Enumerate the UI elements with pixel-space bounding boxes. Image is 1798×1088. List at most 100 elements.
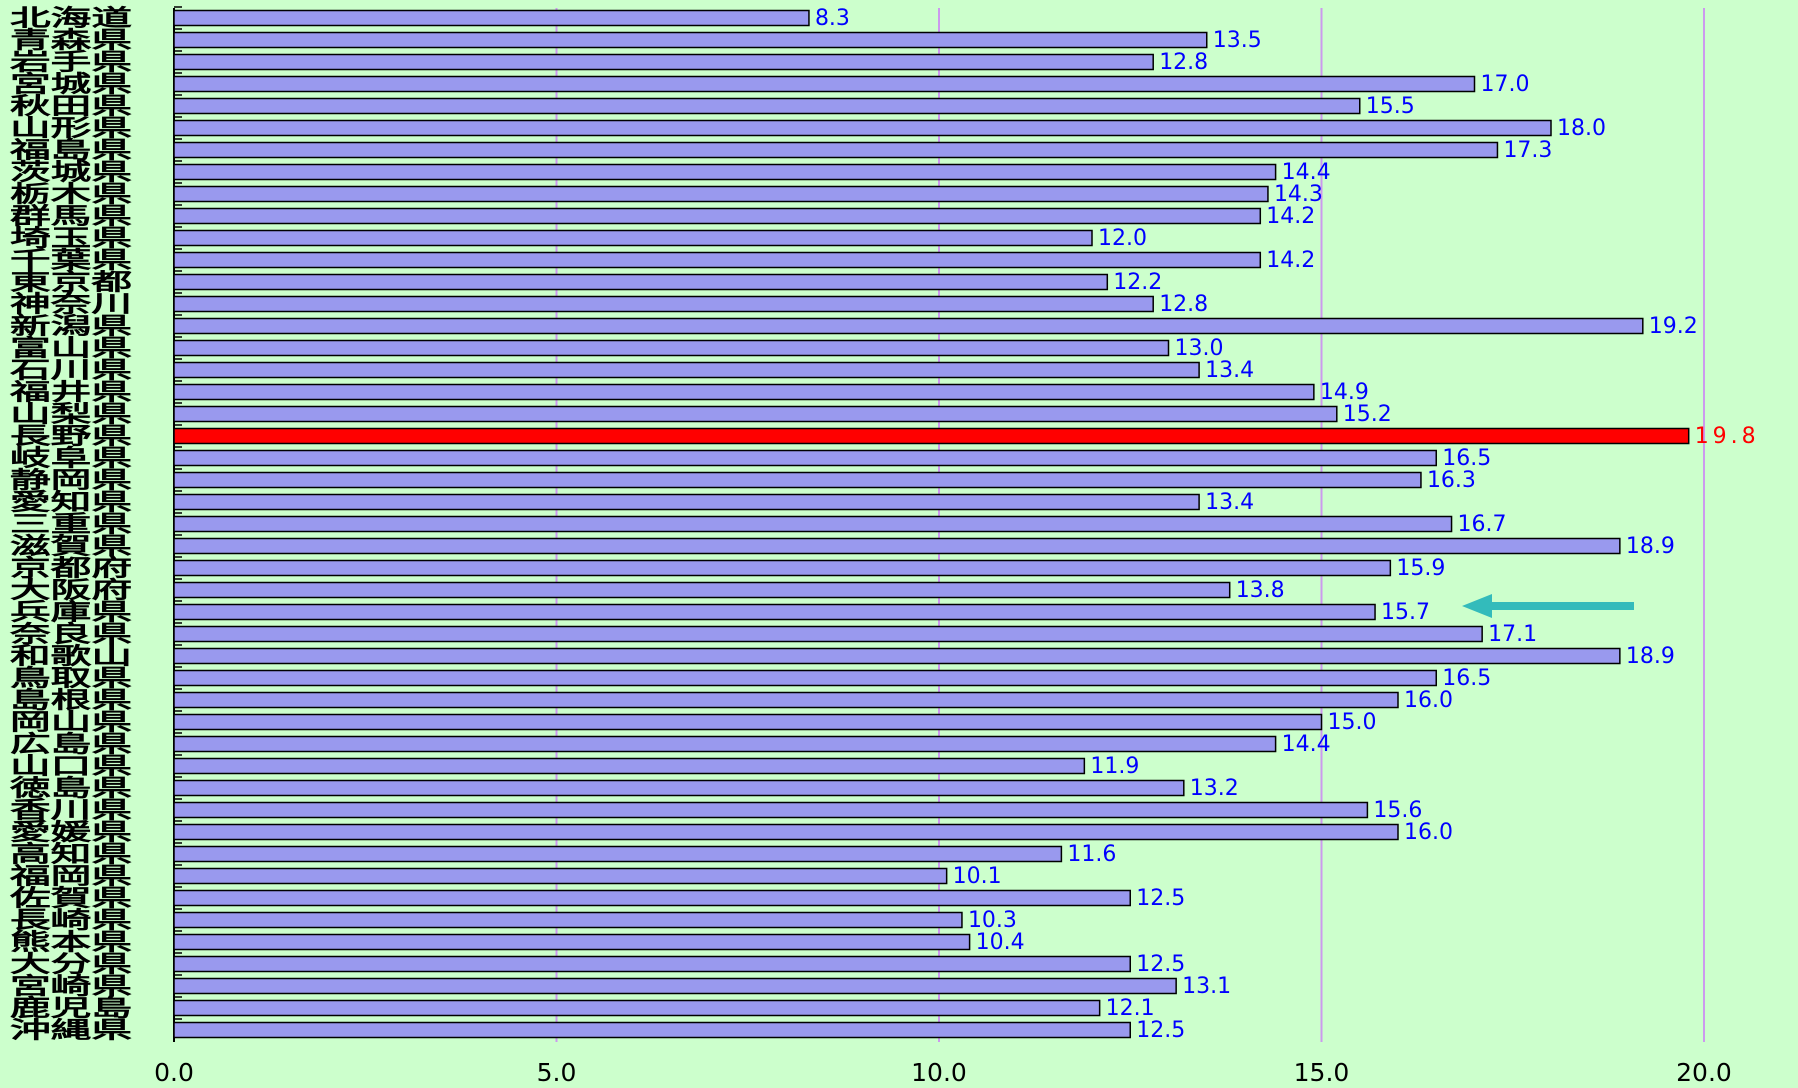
y-tick-label: 宮城県	[10, 71, 132, 98]
bar	[173, 977, 1177, 995]
bar	[173, 427, 1690, 445]
value-label: 13.4	[1205, 358, 1254, 383]
value-label: 13.4	[1205, 490, 1254, 515]
y-tick-label: 岩手県	[8, 50, 132, 76]
y-tick-label: 秋田県	[10, 94, 132, 120]
y-tick-label: 香川県	[10, 798, 132, 824]
value-label: 17.3	[1503, 138, 1552, 163]
bar	[173, 75, 1476, 93]
bar	[173, 515, 1453, 533]
y-tick-label: 福井県	[8, 380, 132, 406]
value-label: 12.5	[1136, 1018, 1185, 1043]
bar	[173, 251, 1262, 269]
value-label: 14.4	[1282, 160, 1331, 185]
bar	[173, 999, 1101, 1017]
value-label: 16.0	[1404, 688, 1453, 713]
bar	[173, 163, 1277, 181]
value-label: 15.7	[1381, 600, 1430, 625]
y-tick-label: 三重県	[10, 512, 132, 538]
bar	[173, 647, 1621, 665]
y-tick-label: 福島県	[8, 137, 132, 164]
y-tick-label: 山形県	[10, 116, 132, 142]
y-tick-label: 愛知県	[10, 489, 132, 516]
y-tick-label: 北海道	[10, 5, 132, 32]
x-tick-label: 5.0	[537, 1058, 577, 1087]
bar	[173, 735, 1277, 753]
value-label: 16.7	[1458, 512, 1507, 537]
y-tick-label: 沖縄県	[10, 1018, 132, 1044]
y-tick-label: 岡山県	[10, 710, 132, 736]
y-tick-label: 長野県	[10, 424, 132, 450]
value-label: 17.0	[1481, 72, 1530, 97]
bar	[173, 449, 1437, 467]
value-label: 16.0	[1404, 820, 1453, 845]
bar	[173, 383, 1315, 401]
y-tick-label: 神奈川	[10, 291, 132, 318]
y-tick-label: 岐阜県	[10, 445, 132, 472]
value-label: 10.4	[976, 930, 1025, 955]
value-label: 18.9	[1626, 534, 1675, 559]
y-tick-label: 栃木県	[10, 182, 132, 208]
y-tick-label: 富山県	[10, 335, 132, 362]
bar	[173, 119, 1552, 137]
y-tick-label: 大阪府	[10, 577, 132, 604]
y-tick-label: 大分県	[10, 952, 132, 978]
bar	[173, 361, 1200, 379]
y-tick-label: 山梨県	[10, 402, 132, 428]
value-label: 10.3	[968, 908, 1017, 933]
value-label: 10.1	[953, 864, 1002, 889]
bar	[173, 9, 810, 27]
value-label: 12.0	[1098, 226, 1147, 251]
y-tick-label: 愛媛県	[10, 819, 132, 846]
x-tick-label: 0.0	[154, 1058, 194, 1087]
bar	[173, 889, 1131, 907]
bar	[173, 581, 1231, 599]
value-label: 15.2	[1343, 402, 1392, 427]
bar	[173, 823, 1399, 841]
y-tick-label: 広島県	[10, 731, 132, 758]
bar	[173, 405, 1338, 423]
bar	[173, 273, 1109, 291]
bar	[173, 229, 1093, 247]
x-tick-label: 10.0	[911, 1058, 967, 1087]
value-label: 17.1	[1488, 622, 1537, 647]
y-tick-label: 高知県	[10, 841, 132, 868]
bar	[173, 801, 1369, 819]
value-label: 16.3	[1427, 468, 1476, 493]
y-tick-label: 滋賀県	[10, 533, 132, 560]
bar	[173, 471, 1422, 489]
bar	[173, 757, 1086, 775]
bar	[173, 955, 1131, 973]
x-tick-label: 15.0	[1294, 1058, 1350, 1087]
value-label: 14.2	[1266, 248, 1315, 273]
value-label: 8.3	[815, 6, 850, 31]
value-label: 16.5	[1442, 666, 1491, 691]
bar	[173, 713, 1323, 731]
y-tick-label: 京都府	[10, 555, 132, 582]
value-label: 13.1	[1182, 974, 1231, 999]
bar	[173, 31, 1208, 49]
y-tick-label: 東京都	[10, 269, 132, 296]
bar	[173, 493, 1200, 511]
y-tick-label: 佐賀県	[8, 886, 132, 912]
y-tick-label: 奈良県	[8, 621, 132, 648]
value-label: 19.8	[1695, 424, 1760, 449]
y-tick-label: 山口県	[10, 754, 132, 780]
y-tick-label: 島根県	[10, 687, 132, 714]
bar	[173, 603, 1376, 621]
value-label: 15.0	[1328, 710, 1377, 735]
value-label: 14.4	[1282, 732, 1331, 757]
value-label: 12.1	[1106, 996, 1155, 1021]
y-tick-label: 群馬県	[8, 203, 132, 230]
value-label: 18.0	[1557, 116, 1606, 141]
value-label: 13.0	[1175, 336, 1224, 361]
y-tick-label: 鳥取県	[10, 665, 132, 692]
y-tick-label: 千葉県	[10, 248, 132, 274]
y-tick-label: 徳島県	[8, 775, 132, 802]
value-label: 12.5	[1136, 886, 1185, 911]
value-label: 13.8	[1236, 578, 1285, 603]
value-label: 12.8	[1159, 50, 1208, 75]
bar	[173, 933, 971, 951]
bar	[173, 625, 1483, 643]
